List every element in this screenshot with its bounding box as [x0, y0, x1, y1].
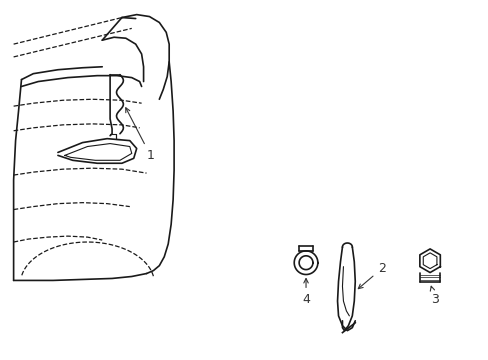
Text: 4: 4	[302, 279, 309, 306]
Text: 2: 2	[358, 262, 385, 289]
Text: 1: 1	[125, 108, 154, 162]
Text: 3: 3	[429, 286, 438, 306]
